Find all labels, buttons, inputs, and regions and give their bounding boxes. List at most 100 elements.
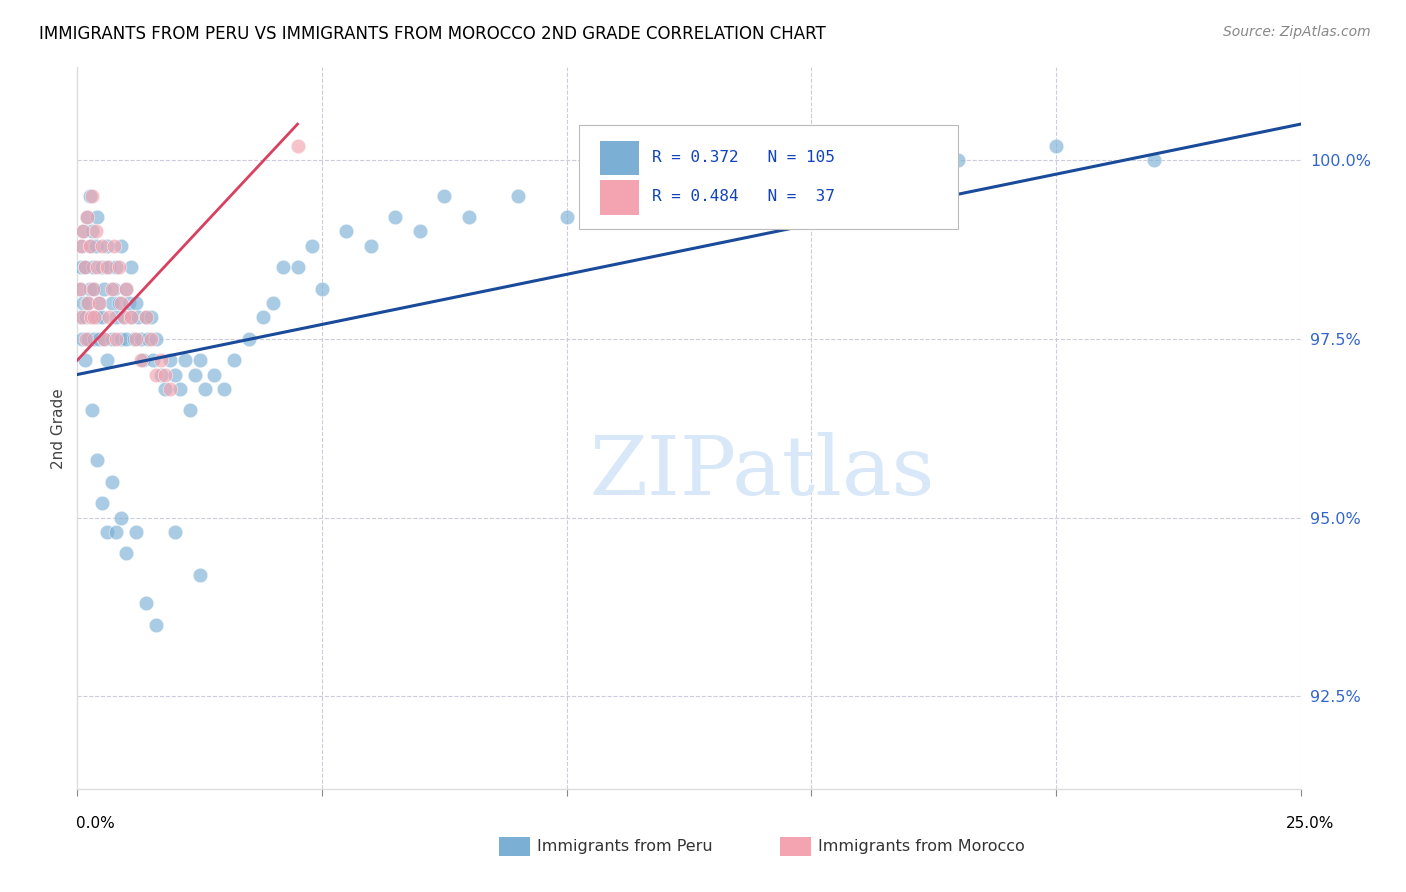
Point	[129, 332, 152, 346]
Point	[72, 224, 94, 238]
Point	[174, 353, 197, 368]
Point	[96, 353, 118, 368]
Y-axis label: 2nd Grade: 2nd Grade	[51, 388, 66, 468]
Point	[654, 167, 676, 181]
Point	[188, 567, 211, 582]
Point	[80, 310, 103, 325]
Point	[1143, 153, 1166, 167]
Point	[287, 138, 309, 153]
Point	[149, 353, 172, 368]
Point	[69, 282, 91, 296]
Point	[80, 403, 103, 417]
Point	[79, 282, 101, 296]
Point	[86, 210, 108, 224]
Point	[135, 596, 157, 610]
Point	[125, 524, 148, 539]
Bar	[599, 180, 638, 215]
Point	[70, 238, 93, 252]
Point	[165, 524, 187, 539]
Point	[105, 260, 128, 275]
Point	[90, 496, 112, 510]
Point	[77, 296, 100, 310]
Point	[76, 296, 98, 310]
Point	[188, 353, 211, 368]
Point	[103, 282, 125, 296]
Point	[136, 332, 159, 346]
Point	[165, 368, 187, 382]
Point	[145, 368, 167, 382]
Point	[98, 310, 121, 325]
Point	[129, 353, 152, 368]
Point	[86, 260, 108, 275]
Point	[222, 353, 245, 368]
Point	[202, 368, 225, 382]
Point	[72, 296, 94, 310]
Point	[93, 282, 115, 296]
Point	[184, 368, 207, 382]
Point	[125, 332, 148, 346]
Point	[384, 210, 406, 224]
Point	[110, 332, 132, 346]
Point	[115, 282, 138, 296]
Point	[76, 210, 98, 224]
Point	[76, 210, 98, 224]
Point	[90, 260, 112, 275]
Point	[115, 282, 138, 296]
Point	[115, 332, 138, 346]
Point	[271, 260, 294, 275]
Point	[77, 332, 100, 346]
Point	[605, 188, 627, 202]
Point	[79, 238, 101, 252]
Point	[105, 310, 128, 325]
Point	[93, 332, 115, 346]
Point	[179, 403, 201, 417]
Point	[360, 238, 382, 252]
Point	[73, 260, 96, 275]
Point	[84, 224, 107, 238]
Point	[120, 260, 142, 275]
Point	[82, 282, 104, 296]
Point	[89, 296, 111, 310]
Text: 25.0%: 25.0%	[1286, 816, 1334, 831]
Point	[112, 310, 135, 325]
Point	[83, 282, 105, 296]
Point	[105, 524, 128, 539]
Point	[80, 238, 103, 252]
Point	[1045, 138, 1067, 153]
Point	[155, 382, 177, 396]
Point	[132, 353, 155, 368]
Point	[193, 382, 215, 396]
Point	[506, 188, 529, 202]
Point	[73, 260, 96, 275]
Point	[252, 310, 274, 325]
Point	[75, 310, 97, 325]
Point	[120, 310, 142, 325]
Point	[83, 332, 105, 346]
Point	[335, 224, 357, 238]
Point	[75, 332, 97, 346]
Point	[262, 296, 284, 310]
Text: R = 0.372   N = 105: R = 0.372 N = 105	[652, 150, 835, 165]
Text: Immigrants from Morocco: Immigrants from Morocco	[818, 839, 1025, 854]
Point	[72, 224, 94, 238]
Point	[103, 238, 125, 252]
Text: IMMIGRANTS FROM PERU VS IMMIGRANTS FROM MOROCCO 2ND GRADE CORRELATION CHART: IMMIGRANTS FROM PERU VS IMMIGRANTS FROM …	[39, 25, 827, 43]
Point	[118, 296, 141, 310]
Text: Immigrants from Peru: Immigrants from Peru	[537, 839, 713, 854]
Point	[96, 238, 118, 252]
Point	[96, 260, 118, 275]
Text: R = 0.484   N =  37: R = 0.484 N = 37	[652, 189, 835, 204]
FancyBboxPatch shape	[579, 125, 957, 229]
Point	[69, 310, 91, 325]
Point	[311, 282, 333, 296]
Point	[100, 475, 122, 489]
Point	[135, 310, 157, 325]
Point	[79, 188, 101, 202]
Point	[108, 260, 131, 275]
Point	[115, 546, 138, 560]
Point	[212, 382, 235, 396]
Text: ZIPatlas: ZIPatlas	[589, 432, 935, 511]
Point	[98, 260, 121, 275]
Point	[108, 296, 131, 310]
Point	[90, 310, 112, 325]
